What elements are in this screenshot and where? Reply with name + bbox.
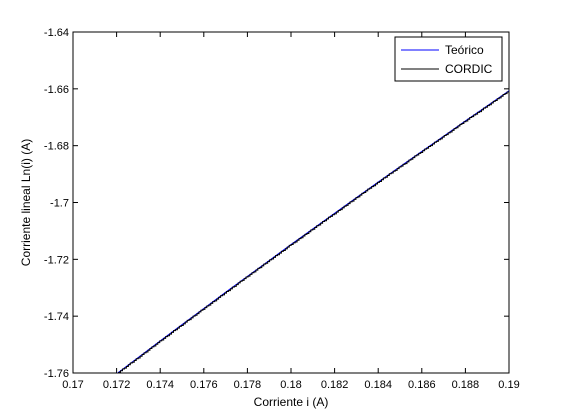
x-tick-label: 0.186 [408, 379, 436, 391]
y-tick-label: -1.72 [44, 254, 69, 266]
x-tick-label: 0.19 [498, 379, 519, 391]
y-axis-label: Corriente lineal Ln(i) (A) [19, 139, 33, 266]
y-tick-label: -1.7 [50, 198, 69, 210]
x-tick-label: 0.182 [321, 379, 349, 391]
series-layer [116, 90, 509, 373]
legend-label-teorico: Teórico [445, 43, 484, 57]
x-tick-label: 0.18 [280, 379, 301, 391]
y-tick-label: -1.74 [44, 311, 69, 323]
y-tick-label: -1.64 [44, 27, 69, 39]
legend-label-cordic: CORDIC [445, 62, 493, 76]
legend-box [394, 36, 503, 82]
ticks-layer: 0.17 0.172 0.174 0.176 0.178 0.18 0.182 0.184 0.… [44, 27, 520, 391]
axes-box [72, 31, 510, 374]
y-tick-label: -1.68 [44, 141, 69, 153]
y-tick-label: -1.66 [44, 84, 69, 96]
x-tick-label: 0.184 [364, 379, 392, 391]
y-tick-label: -1.76 [44, 368, 69, 380]
x-tick-label: 0.176 [190, 379, 218, 391]
x-tick-label: 0.178 [234, 379, 262, 391]
x-tick-label: 0.172 [103, 379, 131, 391]
x-tick-label: 0.174 [146, 379, 174, 391]
x-axis-label: Corriente i (A) [254, 395, 329, 409]
x-tick-label: 0.17 [62, 379, 83, 391]
plot-area: 0.17 0.172 0.174 0.176 0.178 0.18 0.182 0.184 0.… [44, 27, 520, 391]
x-tick-label: 0.188 [452, 379, 480, 391]
legend: Teórico CORDIC [394, 36, 503, 82]
series-line-cordic [118, 91, 509, 373]
